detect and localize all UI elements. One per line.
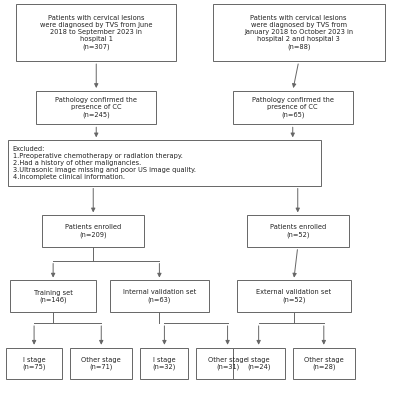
FancyBboxPatch shape bbox=[233, 348, 285, 379]
FancyBboxPatch shape bbox=[6, 348, 62, 379]
Text: Patients with cervical lesions
were diagnosed by TVS from
January 2018 to Octobe: Patients with cervical lesions were diag… bbox=[244, 15, 353, 50]
FancyBboxPatch shape bbox=[213, 4, 385, 61]
Text: I stage
(n=75): I stage (n=75) bbox=[22, 357, 46, 370]
Text: Pathology confirmed the
presence of CC
(n=65): Pathology confirmed the presence of CC (… bbox=[252, 98, 334, 118]
FancyBboxPatch shape bbox=[36, 91, 156, 124]
FancyBboxPatch shape bbox=[70, 348, 132, 379]
Text: Other stage
(n=28): Other stage (n=28) bbox=[304, 357, 344, 370]
Text: External validation set
(n=52): External validation set (n=52) bbox=[256, 290, 331, 303]
Text: Pathology confirmed the
presence of CC
(n=245): Pathology confirmed the presence of CC (… bbox=[55, 98, 137, 118]
Text: Patients enrolled
(n=52): Patients enrolled (n=52) bbox=[269, 224, 326, 238]
FancyBboxPatch shape bbox=[237, 280, 351, 312]
FancyBboxPatch shape bbox=[8, 140, 321, 186]
FancyBboxPatch shape bbox=[293, 348, 355, 379]
Text: Training set
(n=146): Training set (n=146) bbox=[34, 290, 73, 303]
Text: I stage
(n=32): I stage (n=32) bbox=[153, 357, 176, 370]
Text: Other stage
(n=31): Other stage (n=31) bbox=[208, 357, 247, 370]
FancyBboxPatch shape bbox=[10, 280, 96, 312]
FancyBboxPatch shape bbox=[247, 215, 349, 247]
FancyBboxPatch shape bbox=[196, 348, 259, 379]
FancyBboxPatch shape bbox=[16, 4, 176, 61]
Text: I stage
(n=24): I stage (n=24) bbox=[247, 357, 270, 370]
Text: Patients with cervical lesions
were diagnosed by TVS from June
2018 to September: Patients with cervical lesions were diag… bbox=[40, 15, 152, 50]
Text: Internal validation set
(n=63): Internal validation set (n=63) bbox=[123, 290, 196, 303]
FancyBboxPatch shape bbox=[140, 348, 188, 379]
Text: Excluded:
1.Preoperative chemotherapy or radiation therapy.
2.Had a history of o: Excluded: 1.Preoperative chemotherapy or… bbox=[13, 146, 196, 180]
Text: Other stage
(n=71): Other stage (n=71) bbox=[81, 357, 121, 370]
Text: Patients enrolled
(n=209): Patients enrolled (n=209) bbox=[65, 224, 122, 238]
FancyBboxPatch shape bbox=[110, 280, 209, 312]
FancyBboxPatch shape bbox=[233, 91, 353, 124]
FancyBboxPatch shape bbox=[42, 215, 144, 247]
